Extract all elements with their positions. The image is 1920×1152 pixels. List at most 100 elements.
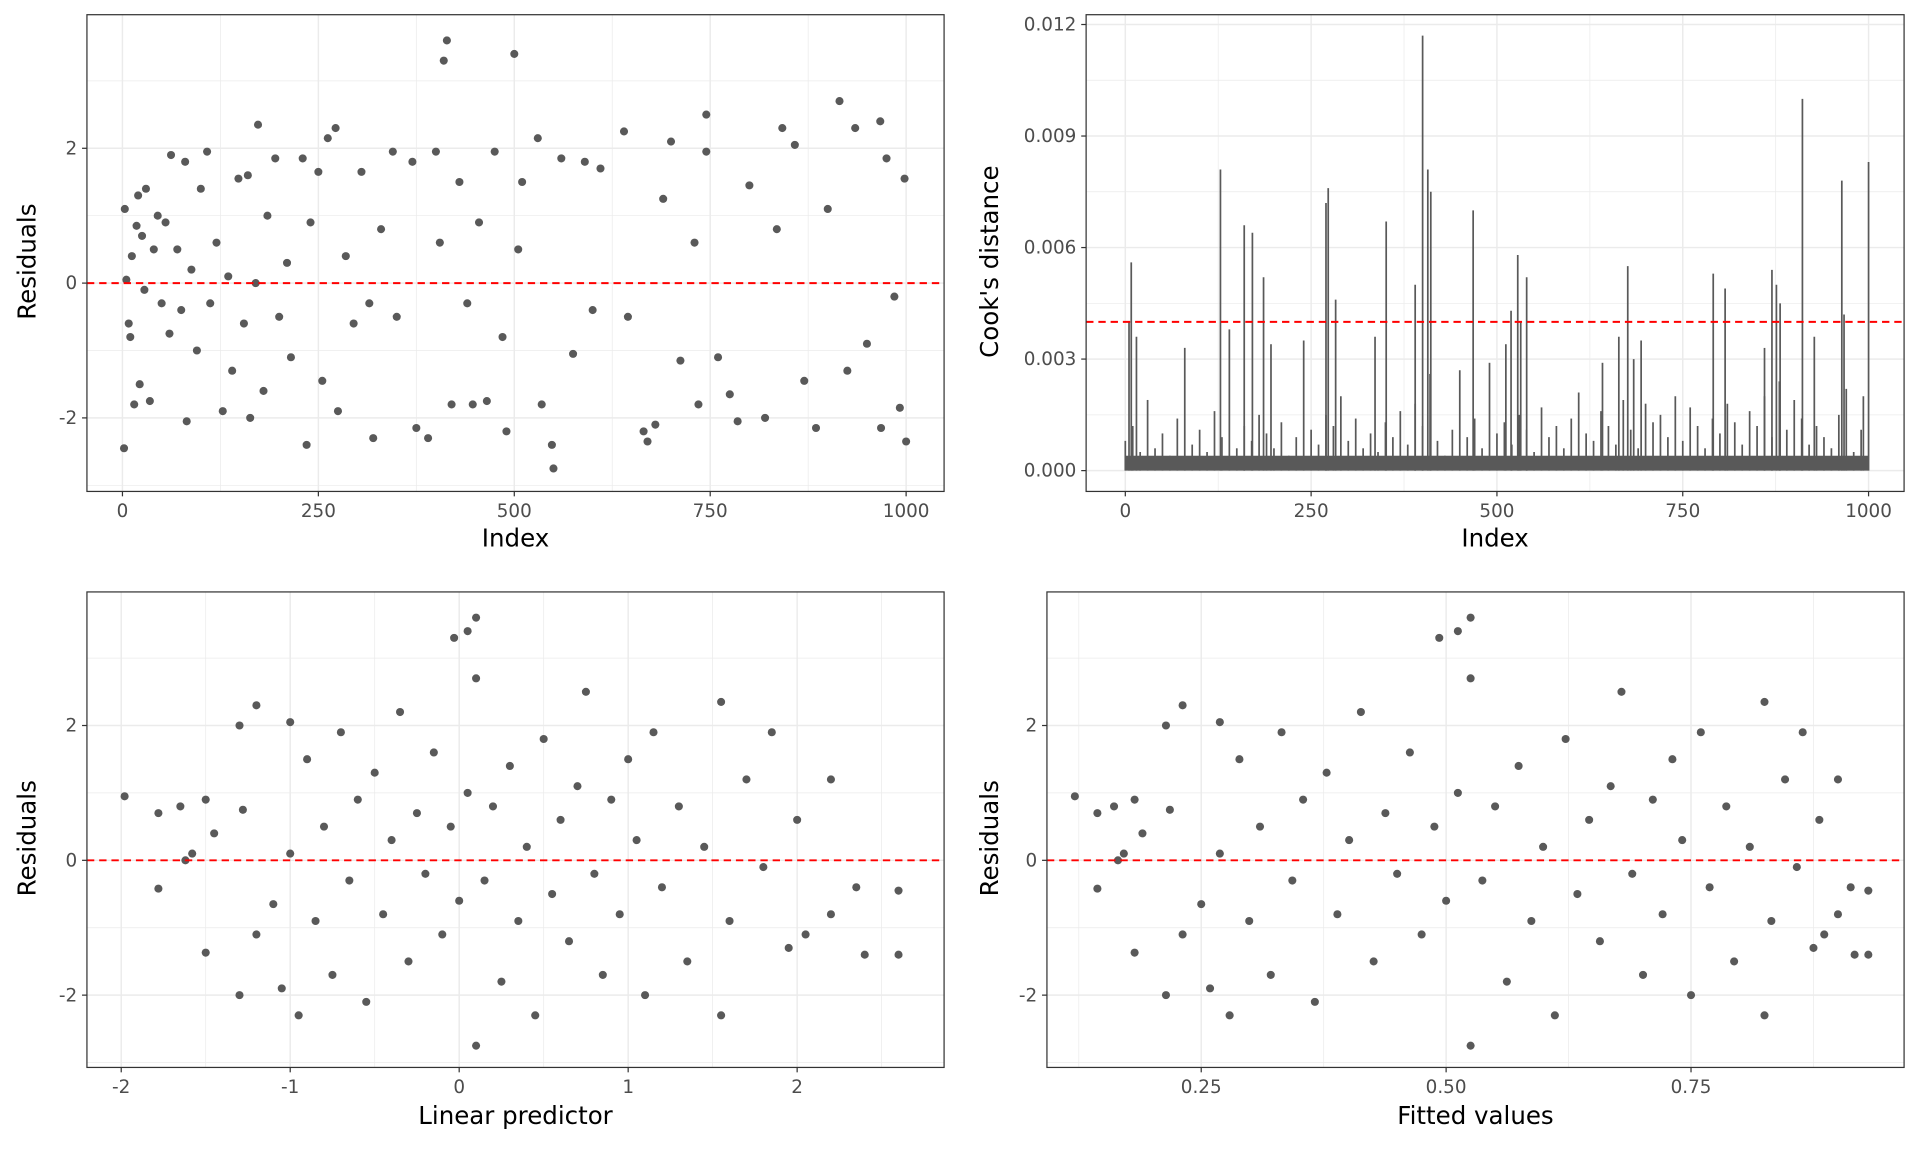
x-axis-title: Index — [1461, 524, 1528, 553]
data-point — [790, 140, 799, 149]
data-point — [331, 124, 340, 133]
x-tick-label: 250 — [301, 501, 336, 522]
x-tick-label: 0 — [117, 501, 129, 522]
data-point — [549, 464, 558, 473]
y-tick-label: -2 — [59, 408, 77, 429]
data-point — [379, 910, 388, 919]
data-point — [497, 977, 506, 986]
data-point — [1539, 842, 1548, 851]
data-point — [900, 174, 909, 183]
data-point — [176, 802, 185, 811]
data-point — [341, 252, 350, 261]
data-point — [173, 245, 182, 254]
data-point — [282, 258, 292, 267]
y-tick-label: 0.000 — [1024, 461, 1077, 482]
data-point — [181, 157, 190, 166]
data-point — [161, 218, 170, 227]
data-point — [188, 849, 197, 858]
data-point — [1850, 950, 1859, 959]
data-point — [1178, 930, 1187, 939]
panel-border — [1046, 591, 1905, 1069]
data-point — [1093, 884, 1102, 893]
x-tick-label: 1000 — [1845, 501, 1892, 522]
y-tick-label: 2 — [65, 138, 77, 159]
data-point — [251, 279, 260, 288]
data-point — [153, 211, 162, 220]
data-point — [349, 319, 358, 328]
data-point — [1435, 633, 1444, 642]
panel-residuals-vs-index: 0 250 500 750 1000 -2 0 2 Index Residuals — [13, 14, 945, 553]
data-point — [498, 332, 507, 342]
data-point — [569, 349, 578, 358]
data-point — [651, 420, 660, 429]
data-point — [533, 134, 542, 143]
data-point — [328, 970, 337, 979]
data-point — [894, 886, 903, 895]
data-point — [311, 916, 320, 926]
data-point — [862, 339, 871, 348]
data-point — [767, 728, 776, 737]
data-point — [490, 147, 499, 156]
data-point — [336, 728, 345, 737]
data-point — [556, 815, 565, 824]
data-point — [439, 56, 448, 65]
data-point — [1417, 930, 1426, 939]
data-point — [1658, 910, 1667, 919]
data-point — [1864, 950, 1873, 959]
data-point — [127, 252, 136, 261]
data-point — [510, 49, 519, 58]
data-point — [683, 957, 692, 966]
data-point — [895, 403, 904, 412]
data-point — [1113, 856, 1122, 865]
data-point — [573, 782, 582, 791]
data-point — [522, 842, 531, 851]
data-point — [1165, 805, 1174, 814]
x-tick-label: 500 — [497, 501, 532, 522]
data-point — [1466, 674, 1475, 683]
panel-residuals-vs-linear-predictor: -2 -1 0 1 2 -2 0 2 Linear predictor Residuals — [13, 591, 945, 1130]
data-point — [145, 397, 154, 406]
data-point — [177, 306, 186, 315]
data-point — [224, 272, 233, 281]
y-axis-title: Residuals — [975, 780, 1004, 896]
data-point — [130, 400, 139, 409]
y-axis-title: Cook's distance — [975, 165, 1004, 357]
panel-cooks-distance-vs-index: 0 250 500 750 1000 0.000 0.003 0.006 0.009 0.012 I… — [975, 14, 1905, 553]
data-point — [392, 312, 401, 321]
y-tick-label: 0 — [65, 850, 77, 871]
x-tick-label: -2 — [112, 1077, 130, 1098]
y-tick-label: -2 — [59, 985, 77, 1006]
data-point — [203, 147, 212, 156]
data-point — [435, 238, 444, 247]
x-tick-label: 0 — [453, 1077, 465, 1098]
y-tick-label: 0.009 — [1024, 126, 1077, 147]
y-axis-title: Residuals — [13, 204, 42, 320]
data-point — [702, 147, 711, 156]
data-point — [126, 332, 135, 342]
data-point — [659, 194, 668, 203]
data-point — [876, 117, 885, 126]
data-point — [429, 748, 438, 757]
data-point — [851, 124, 860, 133]
data-point — [1138, 829, 1147, 838]
data-point — [1573, 889, 1582, 899]
x-axis-title: Fitted values — [1397, 1101, 1553, 1130]
data-point — [835, 97, 844, 106]
data-point — [1696, 728, 1705, 737]
data-point — [1561, 734, 1570, 744]
data-point — [623, 312, 632, 321]
data-point — [319, 822, 329, 831]
data-point — [1550, 1011, 1559, 1020]
data-point — [1288, 876, 1297, 885]
data-point — [619, 127, 629, 136]
data-point — [598, 970, 607, 979]
data-point — [1322, 768, 1331, 777]
data-point — [138, 231, 147, 240]
data-point — [1722, 802, 1731, 811]
data-point — [1760, 697, 1769, 706]
data-point — [590, 869, 599, 878]
data-point — [259, 386, 268, 395]
data-point — [1527, 916, 1536, 926]
data-point — [1745, 842, 1754, 851]
data-point — [408, 157, 417, 166]
